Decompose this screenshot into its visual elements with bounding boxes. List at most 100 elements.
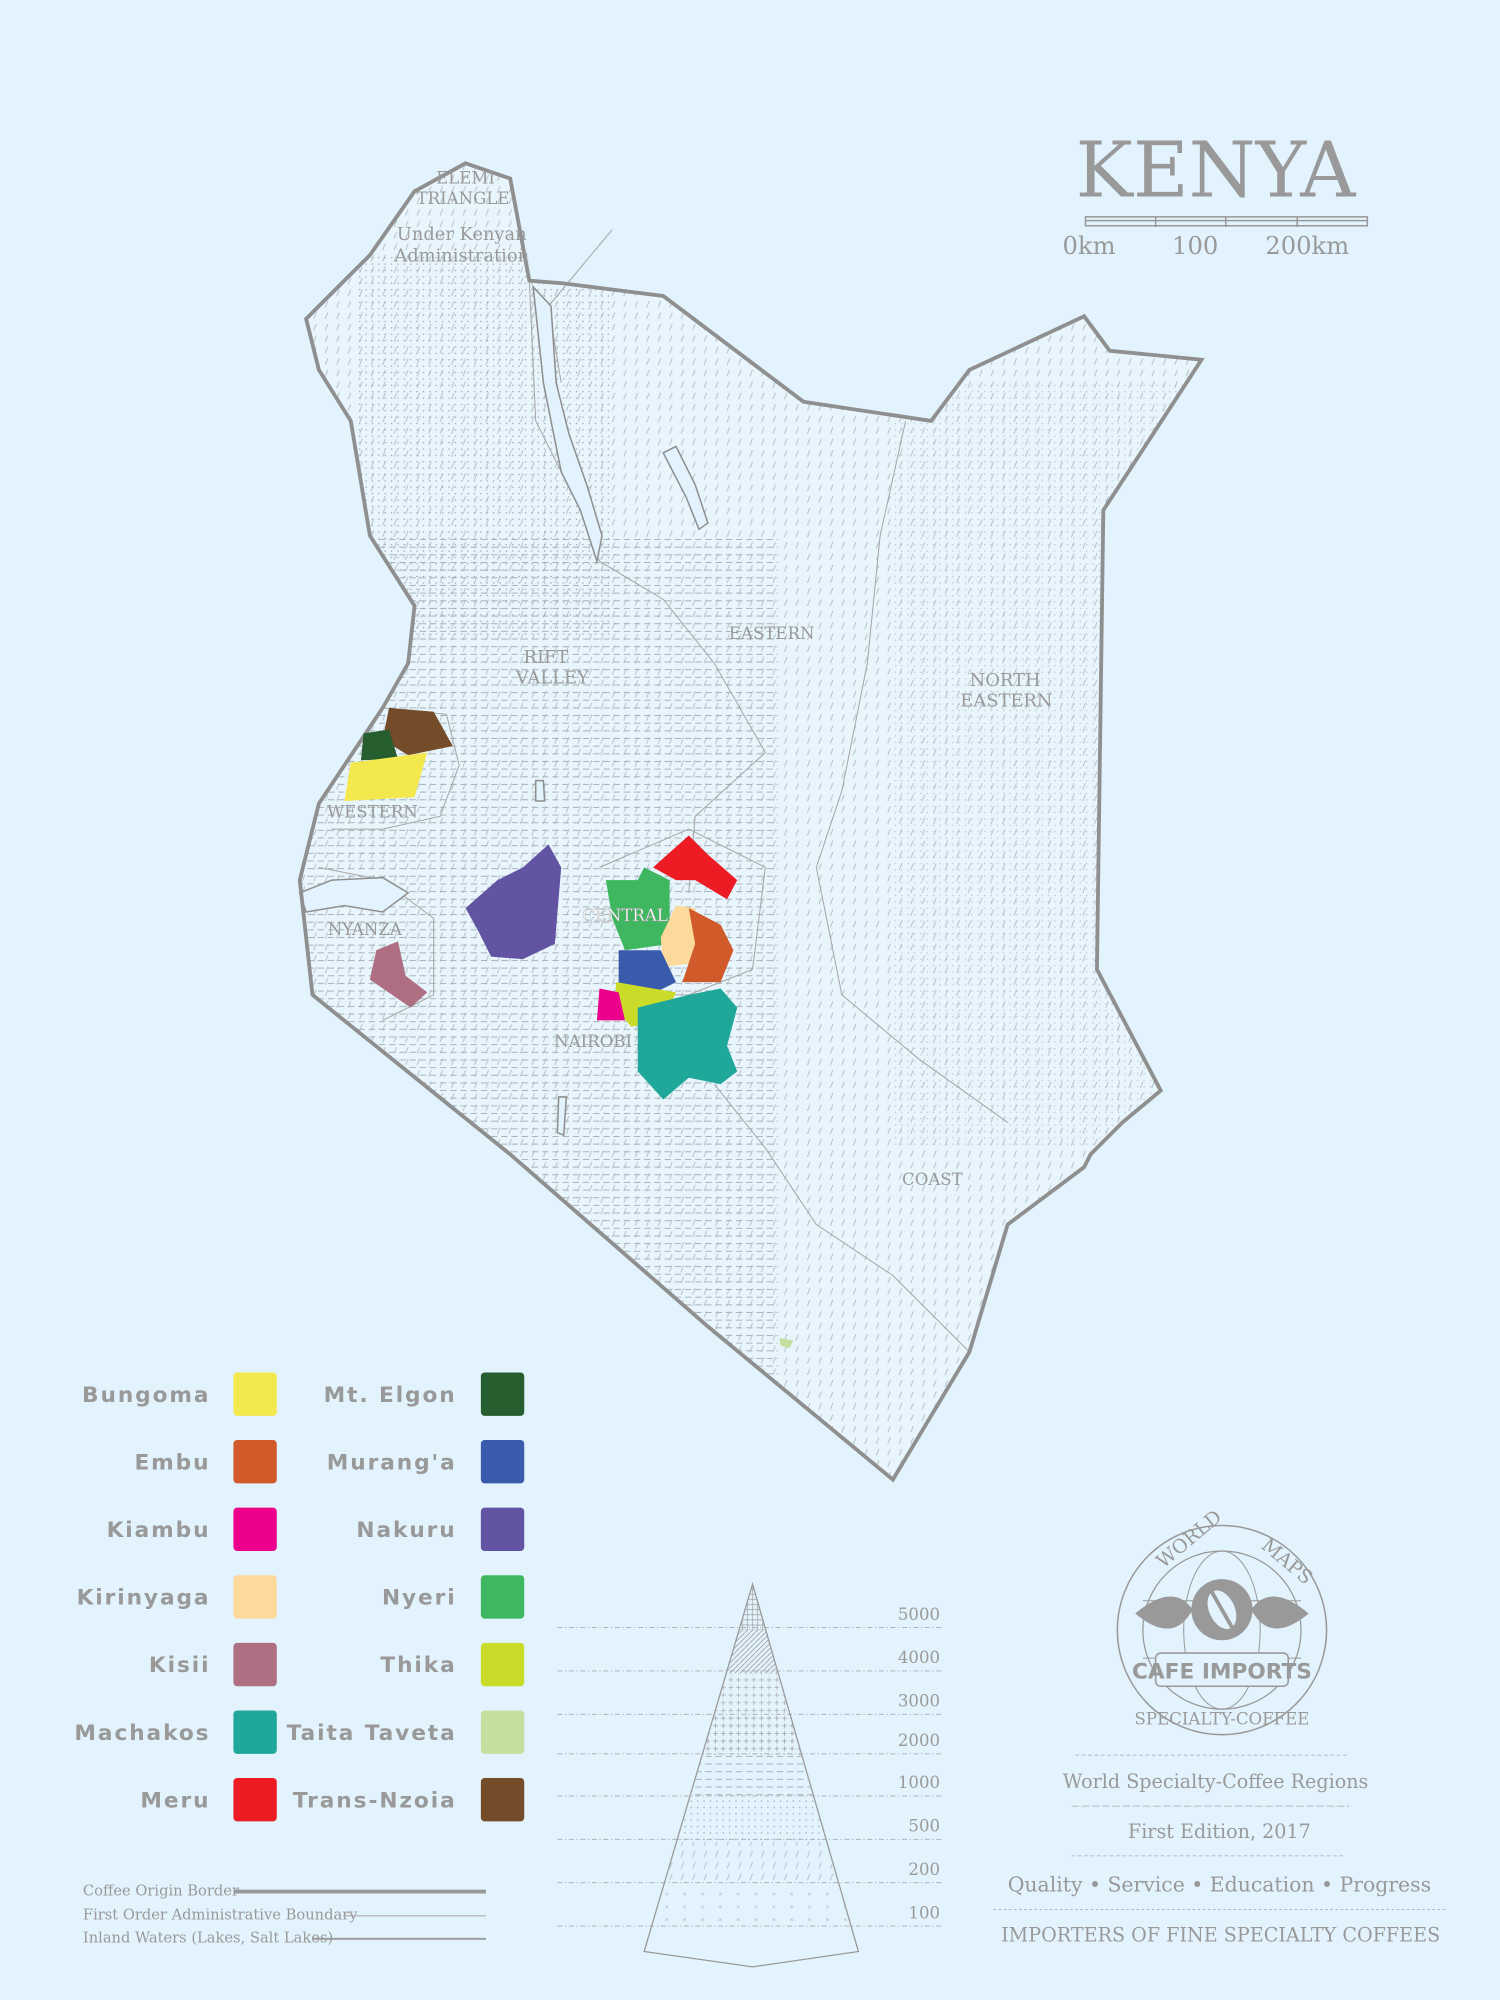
legend-inland-waters: Inland Waters (Lakes, Salt Lakes) [83,1930,333,1947]
legend-label: Kirinyaga [77,1586,211,1611]
line-legend: Coffee Origin Border First Order Adminis… [83,1882,486,1947]
motto: Quality • Service • Education • Progress [1008,1873,1431,1897]
scale-mid: 100 [1172,232,1218,260]
region-trans-nzoia[interactable] [382,707,453,756]
scale-bar [1084,216,1369,228]
logo-world: WORLD [1152,1505,1226,1573]
region-embu[interactable] [682,908,734,983]
legend-swatch [480,1710,525,1754]
footer: World Specialty-Coffee Regions First Edi… [993,1754,1448,1946]
region-kisii[interactable] [369,941,428,1008]
tagline: IMPORTERS OF FINE SPECIALTY COFFEES [1001,1923,1440,1946]
logo-specialty-coffee: SPECIALTY-COFFEE [1135,1709,1310,1728]
legend-label: Mt. Elgon [324,1383,457,1408]
elevation-label: 1000 [898,1773,940,1792]
elevation-label: 500 [908,1817,940,1836]
edition: First Edition, 2017 [1128,1820,1311,1843]
label-administration: Administration [393,245,529,266]
elevation-label: 2000 [898,1731,940,1750]
label-north-eastern: EASTERN [960,691,1052,712]
legend-swatch [233,1440,277,1484]
legend-swatch [480,1778,525,1822]
label-triangle: TRIANGLE [417,189,510,208]
region-nakuru[interactable] [465,844,562,960]
logo-maps: MAPS [1257,1533,1317,1589]
label-rift: RIFT [524,647,569,668]
legend-item-kiambu: Kiambu [107,1507,277,1552]
cafe-imports-logo: CAFE IMPORTS WORLD MAPS SPECIALTY-COFFEE [1116,1505,1328,1736]
legend-item-kirinyaga: Kirinyaga [77,1575,277,1619]
legend-label: Kiambu [107,1518,211,1543]
elevation-legend: 5000 4000 3000 2000 1000 500 200 100 [557,1581,944,1968]
admin-boundaries [318,229,1008,1353]
logo-center-text: CAFE IMPORTS [1132,1660,1312,1685]
region-kirinyaga[interactable] [660,905,696,967]
elevation-label: 4000 [898,1648,940,1667]
legend-item-thika: Thika [380,1642,525,1687]
legend-item-murang-a: Murang'a [327,1440,525,1484]
legend-item-trans-nzoia: Trans-Nzoia [293,1778,525,1822]
legend-label: Nyeri [382,1586,457,1611]
elevation-label: 3000 [898,1692,940,1711]
legend-swatch [480,1575,525,1619]
legend-item-mt-elgon: Mt. Elgon [324,1372,525,1416]
legend-coffee-origin-border: Coffee Origin Border [83,1882,239,1899]
legend-swatch [233,1372,277,1416]
legend-item-machakos: Machakos [74,1710,277,1754]
legend-item-bungoma: Bungoma [82,1372,277,1416]
region-labels: ELEMI TRIANGLE Under Kenyan Administrati… [327,169,1052,1189]
label-nairobi: NAIROBI [554,1032,632,1051]
legend-swatch [233,1507,277,1552]
elevation-label: 5000 [898,1605,940,1624]
coffee-regions [344,707,794,1349]
legend-swatch [480,1440,525,1484]
legend-item-meru: Meru [140,1778,277,1822]
legend-swatch [233,1575,277,1619]
region-bungoma[interactable] [344,752,428,802]
label-central: CENTRAL [582,906,668,925]
legend-label: Bungoma [82,1383,210,1408]
map-title: KENYA [1076,126,1357,215]
elevation-label: 100 [908,1903,940,1922]
legend-label: Meru [140,1788,210,1813]
legend-item-kisii: Kisii [149,1642,277,1687]
label-nyanza: NYANZA [328,920,403,939]
legend-swatch [480,1507,525,1552]
legend-item-embu: Embu [134,1440,277,1484]
region-meru[interactable] [653,835,738,900]
scale-start: 0km [1063,232,1116,260]
label-coast: COAST [902,1170,963,1189]
legend-label: Thika [380,1653,456,1678]
region-machakos[interactable] [637,988,738,1100]
region-taita-taveta[interactable] [779,1338,794,1349]
legend-admin-boundary: First Order Administrative Boundary [83,1907,358,1924]
region-kiambu[interactable] [596,988,625,1021]
region-nyeri[interactable] [605,867,670,951]
label-western: WESTERN [327,803,418,822]
legend-item-nakuru: Nakuru [356,1507,525,1552]
legend-label: Embu [134,1450,210,1475]
legend-swatch [233,1642,277,1687]
region-muranga[interactable] [618,950,677,995]
inland-waters [298,284,709,1137]
legend-item-nyeri: Nyeri [382,1575,525,1619]
legend-swatch [480,1372,525,1416]
legend-item-taita-taveta: Taita Taveta [287,1710,525,1754]
legend-swatch [480,1642,525,1687]
label-north: NORTH [970,670,1041,691]
scale-labels: 0km 100 200km [1063,232,1350,260]
legend-label: Taita Taveta [287,1721,457,1746]
country-terrain [299,163,1202,1480]
legend-swatch [233,1710,277,1754]
region-mt-elgon[interactable] [360,729,398,761]
legend-label: Kisii [149,1653,211,1678]
legend-swatch [233,1778,277,1822]
scale-end: 200km [1265,232,1349,260]
legend-label: Trans-Nzoia [293,1788,457,1813]
legend-label: Machakos [74,1721,210,1746]
coffee-region-legend: Bungoma Embu Kiambu Kirinyaga Kisii Machakos M… [74,1372,525,1822]
label-elemi: ELEMI [436,169,495,188]
label-under-kenyan: Under Kenyan [397,224,527,245]
